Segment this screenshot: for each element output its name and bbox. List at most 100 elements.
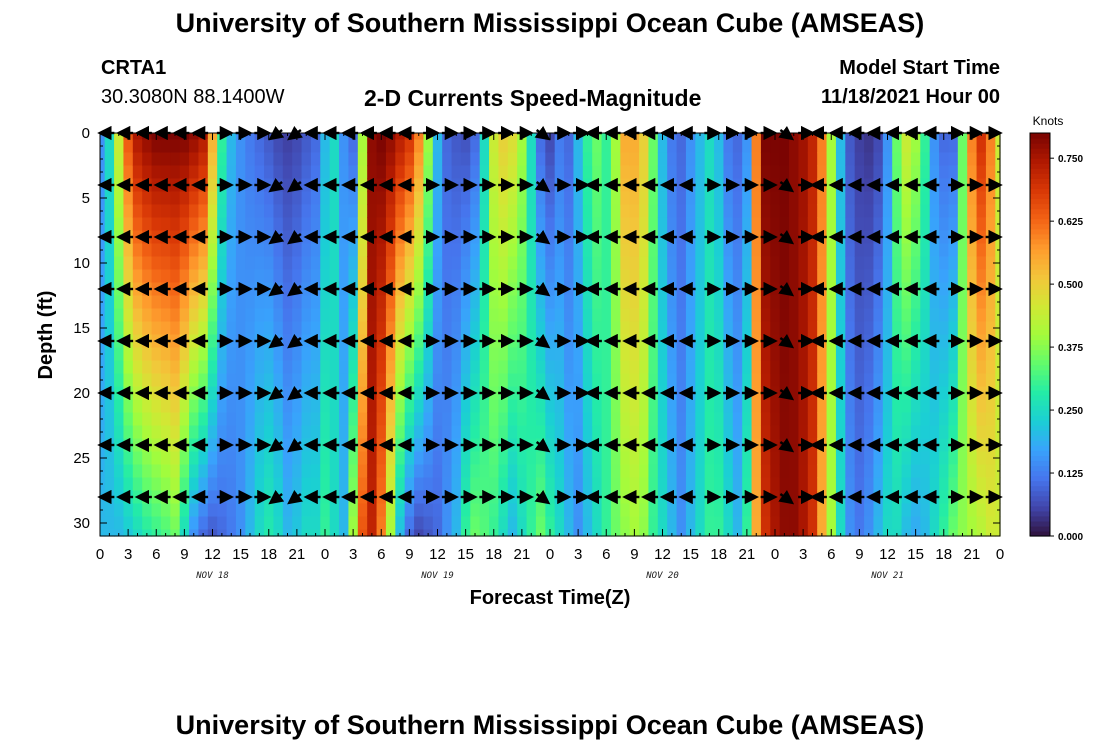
heatmap-cell [901, 243, 912, 258]
heatmap-cell [835, 191, 846, 206]
heatmap-cell [714, 243, 725, 258]
heatmap-cell [704, 425, 715, 440]
heatmap-cell [189, 178, 200, 193]
heatmap-cell [582, 412, 593, 427]
heatmap-cell [432, 464, 443, 479]
heatmap-cell [704, 243, 715, 258]
heatmap-cell [395, 165, 406, 180]
x-tick-label: 3 [124, 546, 132, 563]
heatmap-cell [507, 308, 518, 323]
heatmap-cell [132, 477, 143, 492]
heatmap-cell [160, 477, 171, 492]
heatmap-cell [601, 204, 612, 219]
colorbar-segment [1030, 500, 1050, 507]
heatmap-cell [320, 334, 331, 349]
heatmap-cell [526, 139, 537, 154]
heatmap-cell [395, 412, 406, 427]
heatmap-cell [123, 308, 134, 323]
heatmap-cell [217, 204, 228, 219]
heatmap-cell [507, 178, 518, 193]
heatmap-cell [357, 503, 368, 518]
heatmap-cell [648, 425, 659, 440]
heatmap-cell [770, 178, 781, 193]
heatmap-cell [976, 438, 987, 453]
heatmap-cell [282, 269, 293, 284]
heatmap-cell [920, 373, 931, 388]
heatmap-cell [779, 269, 790, 284]
heatmap-cell [376, 360, 387, 375]
heatmap-cell [376, 295, 387, 310]
heatmap-cell [104, 360, 115, 375]
heatmap-cell [601, 373, 612, 388]
heatmap-cell [160, 269, 171, 284]
heatmap-cell [479, 412, 490, 427]
heatmap-cell [170, 516, 181, 531]
heatmap-cell [460, 152, 471, 167]
heatmap-cell [535, 464, 546, 479]
heatmap-cell [404, 243, 415, 258]
current-vector-arrow [778, 333, 795, 349]
heatmap-cell [170, 425, 181, 440]
heatmap-cell [732, 373, 743, 388]
heatmap-cell [564, 451, 575, 466]
heatmap-cell [235, 217, 246, 232]
heatmap-cell [123, 373, 134, 388]
heatmap-cell [329, 464, 340, 479]
heatmap-cell [685, 321, 696, 336]
heatmap-cell [489, 152, 500, 167]
heatmap-cell [423, 295, 434, 310]
heatmap-cell [676, 269, 687, 284]
heatmap-cell [123, 191, 134, 206]
heatmap-cell [114, 230, 125, 245]
heatmap-cell [545, 282, 556, 297]
colorbar-segment [1030, 349, 1050, 356]
heatmap-cell [817, 321, 828, 336]
heatmap-cell [320, 451, 331, 466]
heatmap-cell [639, 256, 650, 271]
heatmap-cell [320, 243, 331, 258]
heatmap-cell [301, 503, 312, 518]
heatmap-cell [826, 386, 837, 401]
heatmap-cell [160, 256, 171, 271]
heatmap-cell [348, 243, 359, 258]
heatmap-cell [892, 204, 903, 219]
heatmap-cell [310, 503, 321, 518]
heatmap-cell [592, 451, 603, 466]
heatmap-cell [545, 217, 556, 232]
heatmap-cell [517, 399, 528, 414]
heatmap-cell [929, 321, 940, 336]
heatmap-cell [423, 451, 434, 466]
heatmap-cell [826, 243, 837, 258]
heatmap-cell [610, 256, 621, 271]
heatmap-cell [845, 191, 856, 206]
heatmap-cell [376, 503, 387, 518]
heatmap-cell [254, 165, 265, 180]
heatmap-cell [742, 321, 753, 336]
heatmap-cell [714, 165, 725, 180]
heatmap-cell [264, 152, 275, 167]
heatmap-cell [292, 451, 303, 466]
heatmap-cell [929, 204, 940, 219]
colorbar-segment [1030, 279, 1050, 285]
heatmap-cell [929, 464, 940, 479]
heatmap-cell [123, 412, 134, 427]
heatmap-cell [151, 399, 162, 414]
colorbar-segment [1030, 153, 1050, 159]
heatmap-cell [545, 256, 556, 271]
heatmap-cell [564, 230, 575, 245]
heatmap-cell [489, 230, 500, 245]
heatmap-cell [676, 295, 687, 310]
heatmap-cell [985, 321, 996, 336]
heatmap-cell [132, 464, 143, 479]
heatmap-cell [723, 295, 734, 310]
heatmap-cell [310, 308, 321, 323]
heatmap-cell [929, 308, 940, 323]
colorbar-tick-label: 0.625 [1058, 217, 1083, 228]
x-tick-label: 6 [602, 546, 610, 563]
heatmap-cell [901, 451, 912, 466]
heatmap-cell [554, 347, 565, 362]
heatmap-cell [639, 230, 650, 245]
heatmap-cell [723, 165, 734, 180]
current-vector-arrow [287, 489, 303, 505]
heatmap-cell [892, 217, 903, 232]
